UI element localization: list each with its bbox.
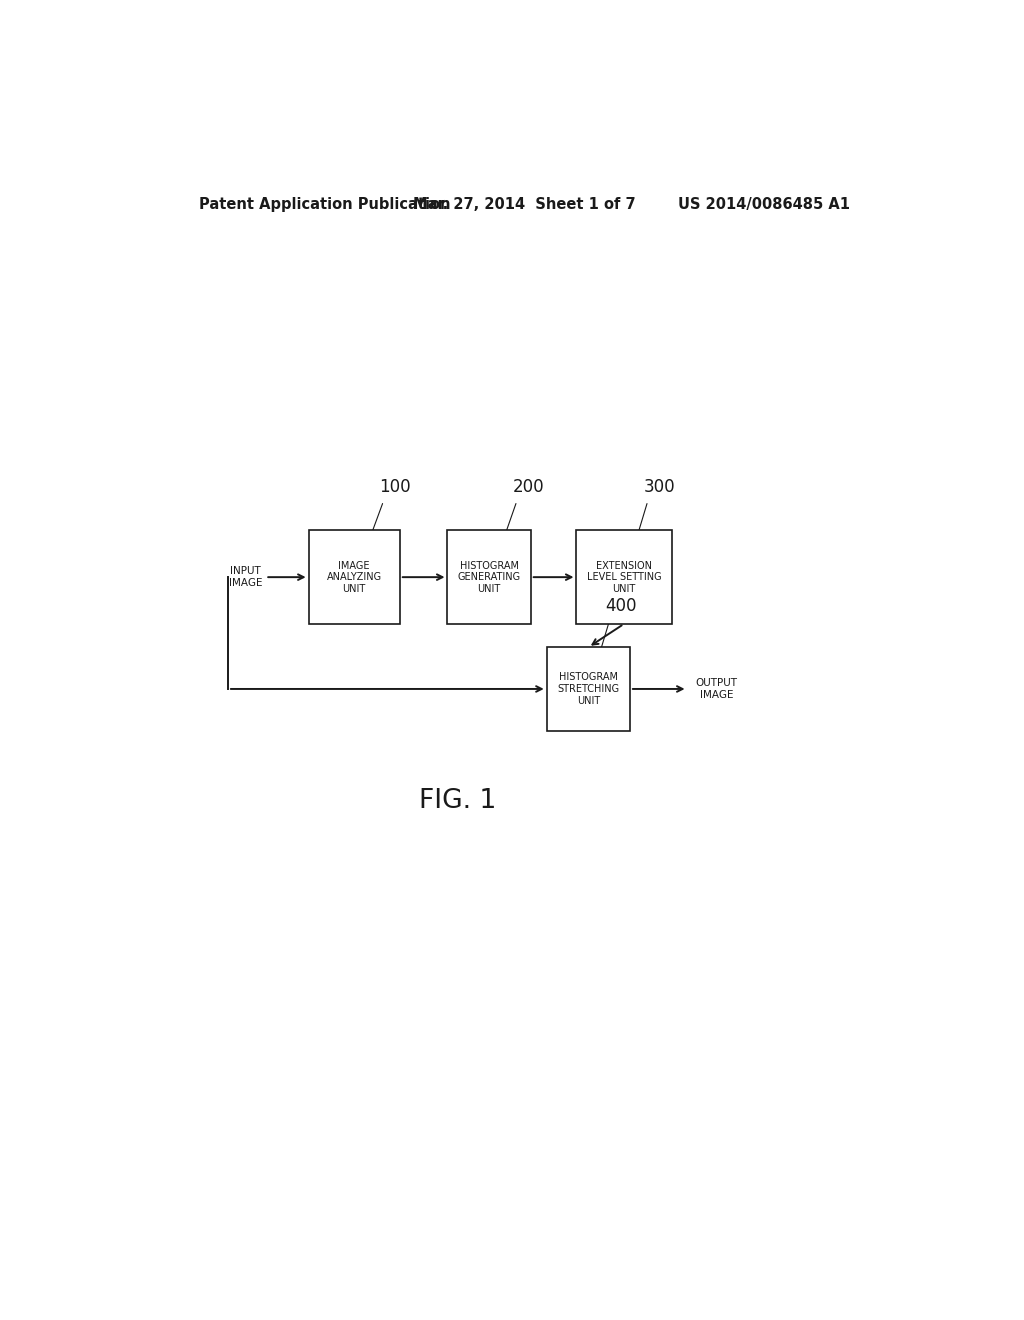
Bar: [577, 531, 672, 624]
Text: HISTOGRAM
STRETCHING
UNIT: HISTOGRAM STRETCHING UNIT: [557, 672, 620, 706]
Text: Patent Application Publication: Patent Application Publication: [200, 197, 451, 213]
Text: US 2014/0086485 A1: US 2014/0086485 A1: [678, 197, 850, 213]
Text: Mar. 27, 2014  Sheet 1 of 7: Mar. 27, 2014 Sheet 1 of 7: [414, 197, 636, 213]
Bar: [547, 647, 630, 731]
Text: 400: 400: [606, 597, 637, 615]
Bar: [447, 531, 530, 624]
Text: IMAGE
ANALYZING
UNIT: IMAGE ANALYZING UNIT: [327, 561, 382, 594]
Text: EXTENSION
LEVEL SETTING
UNIT: EXTENSION LEVEL SETTING UNIT: [587, 561, 662, 594]
Text: 100: 100: [380, 478, 412, 496]
Text: 300: 300: [644, 478, 676, 496]
Text: FIG. 1: FIG. 1: [419, 788, 496, 813]
Bar: [308, 531, 399, 624]
Text: 200: 200: [513, 478, 545, 496]
Text: OUTPUT
IMAGE: OUTPUT IMAGE: [695, 678, 737, 700]
Text: INPUT
IMAGE: INPUT IMAGE: [228, 566, 262, 587]
Text: HISTOGRAM
GENERATING
UNIT: HISTOGRAM GENERATING UNIT: [458, 561, 520, 594]
